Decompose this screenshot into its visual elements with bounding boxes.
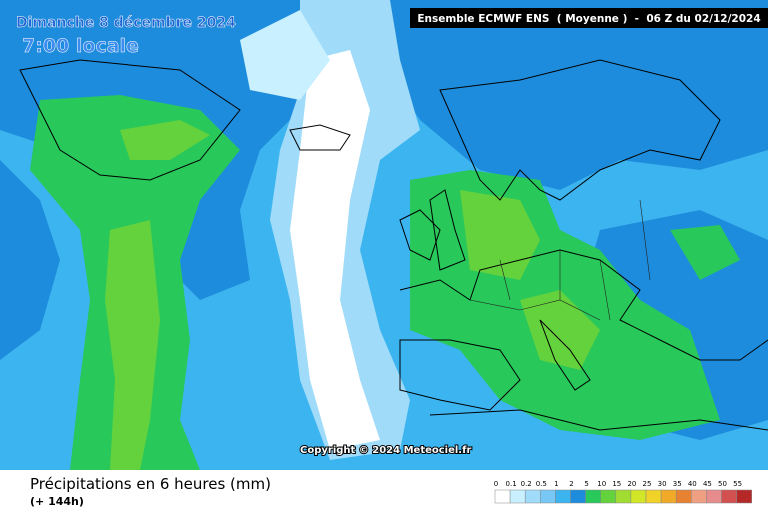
footer-title: Précipitations en 6 heures (mm): [30, 475, 271, 493]
legend-label: 40: [688, 480, 697, 488]
legend-swatch: [540, 489, 556, 504]
legend-label: 55: [733, 480, 742, 488]
precip-zone: [0, 160, 60, 360]
legend-label: 35: [673, 480, 682, 488]
legend-label: 1: [554, 480, 558, 488]
legend-swatch: [645, 489, 662, 504]
coastline-iceland: [289, 124, 351, 151]
legend-label: 50: [718, 480, 727, 488]
legend-swatch: [600, 489, 617, 504]
precip-zone: [670, 225, 740, 280]
legend-swatch: [524, 489, 541, 504]
legend-label: 30: [658, 480, 667, 488]
legend: 0 0.1 0.2 0.5 1 2 5 10 15 20 25 30 35 40 45 50 55: [494, 480, 752, 504]
country-borders: [469, 199, 651, 321]
precip-zone: [460, 190, 540, 280]
legend-swatch: [585, 489, 601, 504]
legend-swatch: [660, 489, 677, 504]
legend-swatch: [494, 489, 511, 504]
legend-swatch: [630, 489, 647, 504]
coastline-scandinavia: [439, 59, 721, 201]
precip-zone: [105, 220, 160, 470]
legend-swatch: [706, 489, 722, 504]
legend-swatch: [615, 489, 632, 504]
legend-swatch: [509, 489, 526, 504]
precip-zone: [120, 120, 210, 160]
model-label: Ensemble ECMWF ENS ( Moyenne ) - 06 Z du…: [417, 13, 760, 25]
legend-swatch: [675, 489, 692, 504]
footer-lead: (+ 144h): [30, 495, 84, 508]
legend-label: 25: [643, 480, 652, 488]
legend-label: 5: [584, 480, 588, 488]
legend-label: 45: [703, 480, 712, 488]
model-banner: [410, 8, 768, 28]
dry-zone: [240, 10, 330, 100]
copyright: Copyright © 2024 Meteociel.fr: [300, 445, 471, 456]
legend-label: 0.5: [536, 480, 547, 488]
coastline-british-isles: [399, 189, 466, 271]
legend-swatch: [570, 489, 586, 504]
map: Copyright © 2024 Meteociel.fr: [0, 0, 768, 470]
legend-label: 15: [612, 480, 621, 488]
legend-label: 20: [627, 480, 636, 488]
date-title: Dimanche 8 décembre 2024: [16, 15, 236, 31]
legend-swatch: [736, 489, 752, 504]
legend-label: 10: [597, 480, 606, 488]
legend-swatch: [555, 489, 571, 504]
legend-label: 0.2: [521, 480, 532, 488]
legend-swatch: [691, 489, 707, 504]
legend-swatch: [721, 489, 737, 504]
legend-label: 2: [569, 480, 573, 488]
legend-label: 0.1: [506, 480, 517, 488]
coastline-greenland: [19, 59, 241, 181]
precip-zone: [360, 0, 768, 190]
legend-label: 0: [494, 480, 498, 488]
time-title: 7:00 locale: [22, 35, 139, 57]
